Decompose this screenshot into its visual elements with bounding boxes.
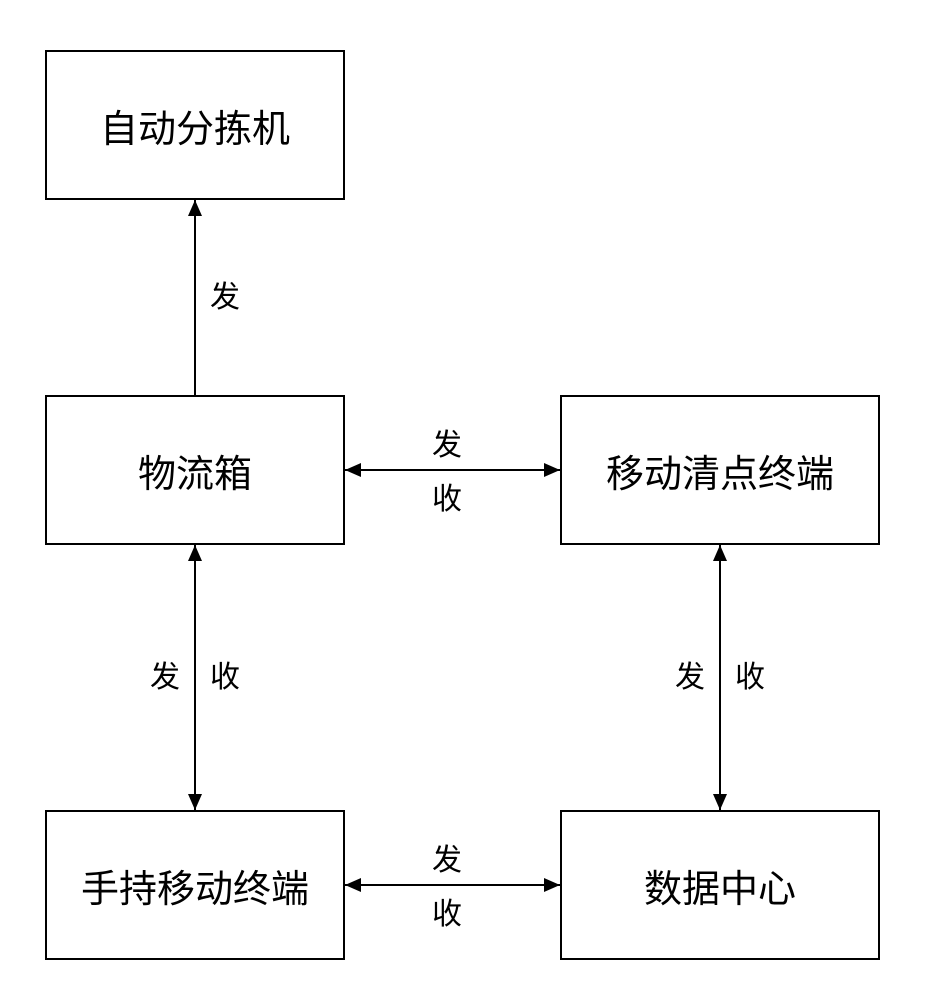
node-mobile-count-terminal: 移动清点终端 xyxy=(560,395,880,545)
edge-label-send: 发 xyxy=(150,660,180,696)
edge-label-send: 发 xyxy=(210,280,240,316)
edge-logistics-to-sorter xyxy=(185,200,205,395)
edge-mobilecount-to-datacenter xyxy=(710,545,730,810)
edge-logistics-to-handheld xyxy=(185,545,205,810)
node-label: 自动分拣机 xyxy=(100,98,290,153)
edge-label-receive: 收 xyxy=(432,897,462,933)
node-handheld-terminal: 手持移动终端 xyxy=(45,810,345,960)
edge-label-receive: 收 xyxy=(210,660,240,696)
edge-label-send: 发 xyxy=(432,843,462,879)
edge-label-send: 发 xyxy=(675,660,705,696)
node-label: 移动清点终端 xyxy=(606,443,834,498)
node-sorter: 自动分拣机 xyxy=(45,50,345,200)
edge-label-receive: 收 xyxy=(735,660,765,696)
edge-label-send: 发 xyxy=(432,428,462,464)
node-data-center: 数据中心 xyxy=(560,810,880,960)
node-logistics-box: 物流箱 xyxy=(45,395,345,545)
edge-label-receive: 收 xyxy=(432,482,462,518)
node-label: 物流箱 xyxy=(138,443,252,498)
node-label: 数据中心 xyxy=(644,858,796,913)
node-label: 手持移动终端 xyxy=(81,858,309,913)
